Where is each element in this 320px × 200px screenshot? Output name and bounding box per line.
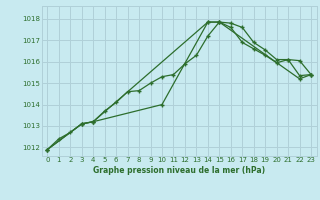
X-axis label: Graphe pression niveau de la mer (hPa): Graphe pression niveau de la mer (hPa) — [93, 166, 265, 175]
